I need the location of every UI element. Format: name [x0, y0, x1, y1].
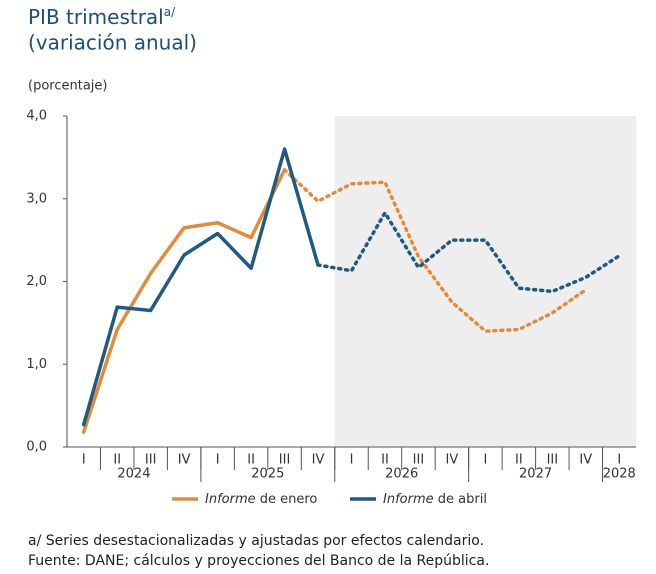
footnote: Fuente: DANE; cálculos y proyecciones de… — [28, 553, 489, 569]
chart-subtitle: (variación anual) — [28, 31, 197, 55]
x-tick-label: III — [279, 453, 291, 468]
chart-title: PIB trimestrala/ — [28, 5, 176, 29]
projection-line — [316, 211, 622, 294]
x-tick-label: II — [247, 453, 255, 468]
x-tick-label: IV — [312, 453, 325, 468]
year-label: 2026 — [385, 467, 418, 482]
series-line — [81, 147, 320, 427]
legend-label-em: Informe — [383, 492, 434, 507]
year-label: 2025 — [251, 467, 284, 482]
legend-label-rest: de abril — [434, 492, 487, 507]
legend-label: Informe de enero — [205, 492, 317, 507]
year-label: 2024 — [117, 467, 150, 482]
projection-line — [282, 168, 588, 333]
x-tick-label: III — [145, 453, 157, 468]
year-label: 2027 — [519, 467, 552, 482]
x-tick-label: IV — [446, 453, 459, 468]
title-note: a/ — [164, 5, 176, 19]
footnote: a/ Series desestacionalizadas y ajustada… — [28, 533, 484, 549]
title-text: PIB trimestral — [28, 5, 164, 29]
x-tick-label: IV — [178, 453, 191, 468]
x-tick-label: II — [381, 453, 389, 468]
x-tick-label: I — [350, 453, 354, 468]
x-tick-label: IV — [579, 453, 592, 468]
x-tick-label: I — [617, 453, 621, 468]
x-tick-label: I — [483, 453, 487, 468]
legend-label-em: Informe — [205, 492, 256, 507]
projection-area — [334, 116, 636, 447]
y-axis-label: (porcentaje) — [28, 79, 107, 94]
y-tick-label: 0,0 — [26, 440, 47, 455]
y-tick-label: 3,0 — [26, 191, 47, 206]
x-tick-label: II — [113, 453, 121, 468]
series-line — [81, 168, 287, 434]
x-tick-label: III — [413, 453, 425, 468]
x-tick-label: I — [82, 453, 86, 468]
legend-label: Informe de abril — [383, 492, 487, 507]
y-tick-label: 2,0 — [26, 274, 47, 289]
y-tick-label: 1,0 — [26, 357, 47, 372]
year-label: 2028 — [603, 467, 636, 482]
y-tick-label: 4,0 — [26, 109, 47, 124]
legend-label-rest: de enero — [256, 492, 318, 507]
x-tick-label: III — [547, 453, 559, 468]
x-tick-label: II — [515, 453, 523, 468]
x-tick-label: I — [216, 453, 220, 468]
